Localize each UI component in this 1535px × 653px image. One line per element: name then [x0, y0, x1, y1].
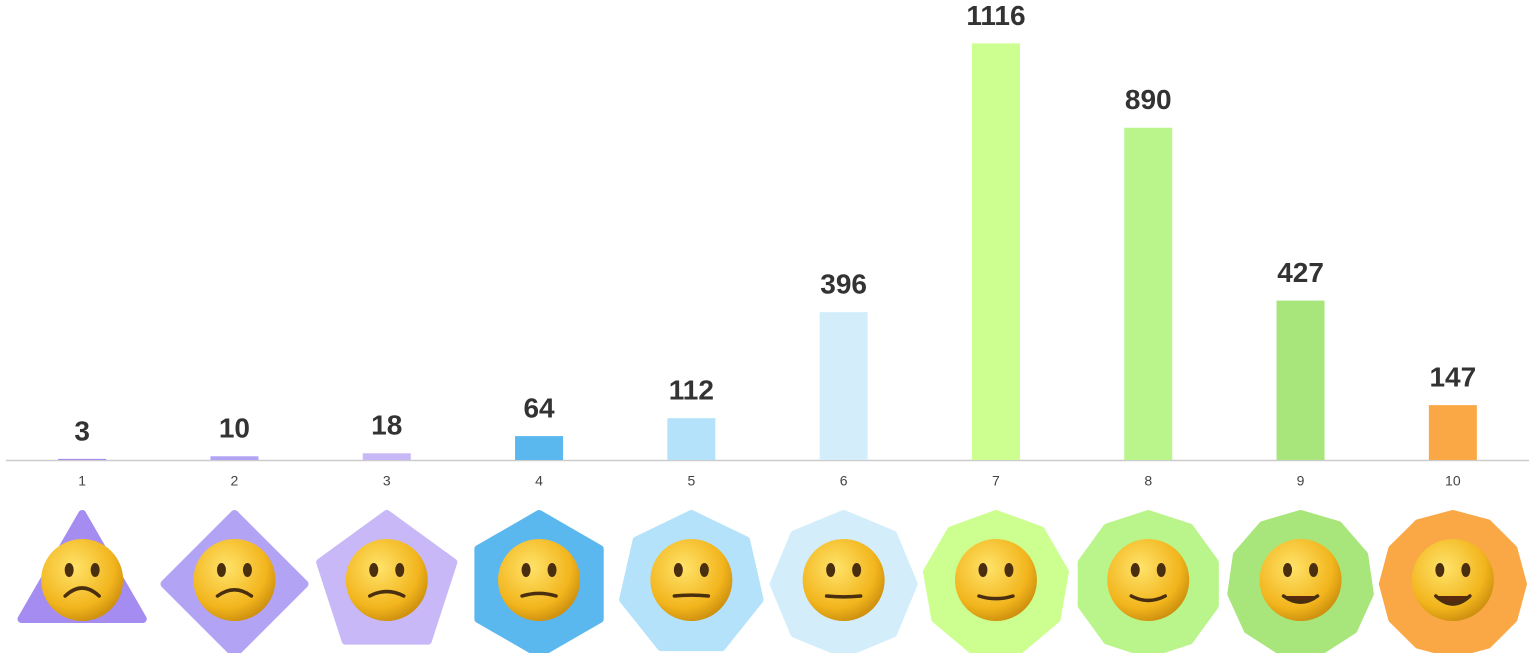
emoji-face	[1411, 539, 1494, 621]
value-label: 10	[219, 413, 250, 444]
x-tick-label: 6	[840, 473, 848, 489]
value-label: 890	[1125, 84, 1172, 115]
x-tick-label: 9	[1297, 473, 1305, 489]
emoji-face	[650, 539, 733, 621]
emoji-eye	[395, 563, 405, 577]
emoji-eye	[826, 563, 836, 577]
emoji-mouth	[977, 594, 1015, 601]
bar	[210, 456, 259, 460]
emoji-eye	[673, 563, 683, 577]
value-label: 3	[74, 415, 90, 446]
emoji-mouth	[1434, 594, 1472, 606]
emoji-face	[954, 539, 1037, 621]
x-tick-label: 3	[383, 473, 391, 489]
emoji-face	[345, 539, 428, 621]
emoji-face	[1259, 539, 1342, 621]
emoji-eye	[1156, 563, 1166, 577]
bar	[1276, 300, 1325, 460]
emoji-eye	[852, 563, 862, 577]
emoji-mouth	[520, 591, 558, 598]
x-tick-label: 2	[231, 473, 239, 489]
bar	[667, 418, 716, 460]
emoji-eye	[90, 563, 100, 577]
x-tick-label: 5	[687, 473, 695, 489]
emoji-eye	[547, 563, 557, 577]
emoji-mouth	[672, 593, 711, 598]
emoji-mouth	[215, 588, 254, 598]
emoji-eye	[369, 563, 379, 577]
emoji-eye	[1004, 563, 1014, 577]
bar	[819, 312, 868, 460]
emoji-eye	[1435, 563, 1445, 577]
emoji-eye	[521, 563, 531, 577]
bar	[58, 458, 107, 460]
emoji-eye	[1130, 563, 1140, 577]
value-label: 147	[1429, 362, 1476, 393]
emoji-eye	[978, 563, 988, 577]
value-label: 18	[371, 410, 402, 441]
value-label: 1116	[966, 0, 1025, 31]
emoji-face	[193, 539, 276, 621]
emoji-eye	[1461, 563, 1471, 577]
emoji-eye	[1283, 563, 1293, 577]
value-label: 427	[1277, 257, 1324, 288]
emoji-mouth	[63, 586, 101, 598]
x-tick-label: 10	[1445, 473, 1461, 489]
bar	[362, 453, 411, 460]
emoji-mouth	[824, 594, 863, 599]
bar	[1428, 405, 1477, 460]
value-label: 64	[523, 392, 555, 423]
bar	[971, 43, 1020, 461]
emoji-face	[41, 539, 124, 621]
emoji-face	[1107, 539, 1190, 621]
emoji-eye	[64, 563, 74, 577]
value-label: 112	[669, 375, 714, 406]
emoji-eye	[1309, 563, 1319, 577]
value-label: 396	[820, 269, 867, 300]
emoji-eye	[699, 563, 709, 577]
emoji-mouth	[368, 589, 406, 598]
emoji-face	[498, 539, 581, 621]
x-tick-label: 8	[1144, 473, 1152, 489]
emoji-eye	[242, 563, 252, 577]
emoji-eye	[216, 563, 226, 577]
x-tick-label: 7	[992, 473, 1000, 489]
bar	[1124, 127, 1173, 460]
bar	[515, 436, 564, 460]
emoji-mouth	[1281, 594, 1320, 604]
emoji-face	[802, 539, 885, 621]
x-tick-label: 4	[535, 473, 543, 489]
x-tick-label: 1	[78, 473, 86, 489]
emoji-mouth	[1129, 594, 1167, 603]
